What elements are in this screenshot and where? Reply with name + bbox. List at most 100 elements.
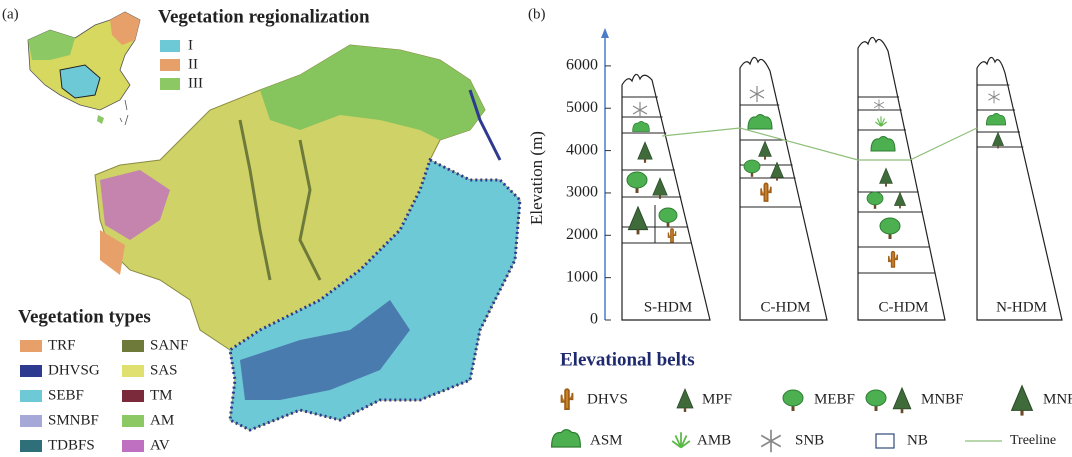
legend-label: AM (150, 412, 174, 428)
broadleaf-icon (879, 217, 901, 239)
shape (770, 161, 784, 178)
legend-swatch (122, 365, 144, 377)
y-tick-label: 1000 (566, 268, 598, 285)
shape (900, 408, 904, 414)
y-tick-label: 2000 (566, 226, 598, 243)
grass-icon (875, 116, 887, 127)
legend-swatch (20, 390, 42, 402)
legend-swatch (160, 40, 180, 52)
meadow-icon (747, 114, 773, 130)
cactus-icon (560, 388, 574, 410)
broadleaf-icon (626, 171, 648, 193)
meadow-icon (632, 121, 650, 132)
legend-label: III (188, 75, 203, 91)
shape (652, 177, 668, 196)
shape (743, 159, 761, 174)
meadow-icon (550, 429, 582, 448)
conifer-icon (637, 141, 653, 163)
legend-label: MNBF (921, 391, 964, 407)
shape (683, 408, 687, 412)
legend-title: Vegetation regionalization (158, 6, 370, 27)
legend-label: AV (150, 437, 170, 453)
shape (764, 156, 766, 160)
column-label: C-HDM (878, 299, 928, 315)
snow-icon (749, 86, 765, 102)
y-tick-label: 4000 (566, 141, 598, 158)
legend-label: ASM (590, 432, 623, 448)
legend-label: DHVS (587, 391, 628, 407)
shape (865, 389, 887, 407)
conifer-icon (1010, 384, 1034, 416)
snow-icon (873, 99, 885, 111)
legend-label: TM (150, 387, 173, 403)
shape (870, 136, 896, 152)
shape (643, 159, 647, 163)
broadleaf-icon (865, 389, 887, 411)
shape (671, 432, 691, 449)
meadow-icon (985, 113, 1007, 126)
conifer-icon (879, 167, 893, 187)
shape (885, 183, 887, 187)
shape (1020, 410, 1024, 416)
legend-swatch (875, 433, 895, 449)
grass-icon (671, 432, 691, 449)
conifer-icon (893, 191, 907, 209)
columns: S-HDM C-HDM C-HDM N-HDM (621, 36, 1063, 321)
shape (632, 102, 648, 118)
mountain-column (857, 36, 946, 321)
legend-swatch (20, 340, 42, 352)
legend-label: AMB (697, 432, 731, 448)
mountain-column (976, 56, 1063, 321)
shape (666, 218, 670, 227)
shape (760, 182, 772, 202)
axis-arrow (601, 28, 609, 38)
cactus-icon (760, 182, 772, 202)
legend: TRF DHVSG SEBF SMNBF TDBFS SANF SAS TM AM AV (20, 337, 188, 453)
shape (873, 201, 877, 209)
broadleaf-icon (782, 389, 804, 411)
shape (676, 387, 694, 409)
meadow-icon (870, 136, 896, 152)
broadleaf-icon (866, 191, 884, 209)
panel-label: (b) (528, 6, 546, 22)
conifer-icon (770, 161, 784, 181)
broadleaf-icon (658, 207, 678, 227)
legend-label: SEBF (48, 387, 84, 403)
conifer-icon (676, 387, 694, 412)
cactus-icon (667, 228, 677, 243)
shape (626, 171, 648, 189)
legend-label: II (188, 56, 198, 72)
inset-map (27, 11, 141, 126)
shape (750, 169, 754, 177)
shape (879, 167, 893, 184)
shape (550, 429, 582, 448)
shape (997, 145, 999, 149)
legend-label: SNB (795, 432, 824, 448)
legend-swatch (160, 59, 180, 71)
legend-label: SANF (150, 337, 188, 353)
legend-label: SAS (150, 362, 178, 378)
column-label: N-HDM (996, 299, 1047, 315)
legend-swatch (20, 365, 42, 377)
shape (899, 205, 901, 209)
legend-title: Vegetation types (18, 306, 151, 327)
column-label: S-HDM (644, 299, 692, 315)
legend-label: TDBFS (48, 437, 95, 453)
legend-label: MNF (1043, 391, 1072, 407)
shape (1010, 384, 1034, 411)
shape (873, 99, 885, 111)
axis-label: Elevation (m) (527, 131, 546, 225)
shape (760, 429, 782, 453)
conifer-icon (758, 140, 772, 160)
legend-title: Elevational belts (560, 349, 695, 370)
legend-label: I (188, 37, 193, 53)
shape (658, 207, 678, 223)
shape (782, 389, 804, 407)
conifer-icon (652, 177, 668, 199)
conifer-icon (627, 205, 649, 235)
legend-label: MPF (702, 391, 732, 407)
y-tick-label: 6000 (566, 57, 598, 74)
shape (988, 90, 1000, 104)
